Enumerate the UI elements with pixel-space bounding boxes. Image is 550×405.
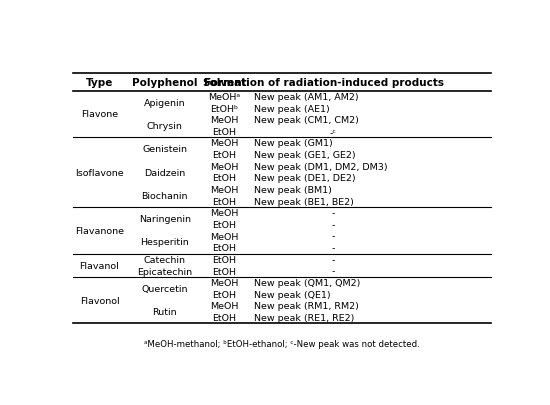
Text: -: - xyxy=(331,232,335,241)
Text: MeOHᵃ: MeOHᵃ xyxy=(208,93,240,102)
Text: EtOH: EtOH xyxy=(212,128,236,136)
Text: Apigenin: Apigenin xyxy=(144,98,185,107)
Text: MeOH: MeOH xyxy=(210,209,239,218)
Text: New peak (DE1, DE2): New peak (DE1, DE2) xyxy=(254,174,356,183)
Text: Biochanin: Biochanin xyxy=(141,192,188,200)
Text: New peak (BM1): New peak (BM1) xyxy=(254,185,332,194)
Text: -: - xyxy=(331,244,335,253)
Text: MeOH: MeOH xyxy=(210,185,239,194)
Text: Rutin: Rutin xyxy=(152,307,177,317)
Text: EtOH: EtOH xyxy=(212,255,236,264)
Text: Flavanone: Flavanone xyxy=(75,226,124,235)
Text: -: - xyxy=(331,267,335,276)
Text: New peak (GM1): New peak (GM1) xyxy=(254,139,333,148)
Text: Hesperitin: Hesperitin xyxy=(140,238,189,247)
Text: MeOH: MeOH xyxy=(210,116,239,125)
Text: EtOH: EtOH xyxy=(212,244,236,253)
Text: Flavone: Flavone xyxy=(81,110,118,119)
Text: Isoflavone: Isoflavone xyxy=(75,168,124,177)
Text: Solvent: Solvent xyxy=(202,78,246,88)
Text: MeOH: MeOH xyxy=(210,302,239,311)
Text: Daidzein: Daidzein xyxy=(144,168,185,177)
Text: New peak (GE1, GE2): New peak (GE1, GE2) xyxy=(254,151,356,160)
Text: MeOH: MeOH xyxy=(210,279,239,288)
Text: Catechin: Catechin xyxy=(144,255,186,264)
Text: New peak (DM1, DM2, DM3): New peak (DM1, DM2, DM3) xyxy=(254,162,388,171)
Text: -ᶜ: -ᶜ xyxy=(329,128,337,136)
Text: Chrysin: Chrysin xyxy=(147,122,183,131)
Text: -: - xyxy=(331,255,335,264)
Text: MeOH: MeOH xyxy=(210,232,239,241)
Text: EtOHᵇ: EtOHᵇ xyxy=(210,104,238,113)
Text: New peak (RE1, RE2): New peak (RE1, RE2) xyxy=(254,313,355,322)
Text: EtOH: EtOH xyxy=(212,197,236,206)
Text: EtOH: EtOH xyxy=(212,174,236,183)
Text: New peak (QM1, QM2): New peak (QM1, QM2) xyxy=(254,279,361,288)
Text: Type: Type xyxy=(86,78,113,88)
Text: EtOH: EtOH xyxy=(212,220,236,229)
Text: Naringenin: Naringenin xyxy=(139,215,191,224)
Text: ᵃMeOH-methanol; ᵇEtOH-ethanol; ᶜ-New peak was not detected.: ᵃMeOH-methanol; ᵇEtOH-ethanol; ᶜ-New pea… xyxy=(144,339,420,348)
Text: EtOH: EtOH xyxy=(212,151,236,160)
Text: Genistein: Genistein xyxy=(142,145,187,154)
Text: MeOH: MeOH xyxy=(210,162,239,171)
Text: EtOH: EtOH xyxy=(212,267,236,276)
Text: Epicatechin: Epicatechin xyxy=(137,267,192,276)
Text: New peak (BE1, BE2): New peak (BE1, BE2) xyxy=(254,197,354,206)
Text: -: - xyxy=(331,209,335,218)
Text: New peak (QE1): New peak (QE1) xyxy=(254,290,331,299)
Text: EtOH: EtOH xyxy=(212,313,236,322)
Text: Flavonol: Flavonol xyxy=(80,296,119,305)
Text: -: - xyxy=(331,220,335,229)
Text: Quercetin: Quercetin xyxy=(141,284,188,293)
Text: New peak (CM1, CM2): New peak (CM1, CM2) xyxy=(254,116,359,125)
Text: New peak (AM1, AM2): New peak (AM1, AM2) xyxy=(254,93,359,102)
Text: EtOH: EtOH xyxy=(212,290,236,299)
Text: Formation of radiation-induced products: Formation of radiation-induced products xyxy=(205,78,444,88)
Text: New peak (AE1): New peak (AE1) xyxy=(254,104,330,113)
Text: Flavanol: Flavanol xyxy=(80,261,119,270)
Text: New peak (RM1, RM2): New peak (RM1, RM2) xyxy=(254,302,359,311)
Text: MeOH: MeOH xyxy=(210,139,239,148)
Text: Polyphenol: Polyphenol xyxy=(132,78,197,88)
